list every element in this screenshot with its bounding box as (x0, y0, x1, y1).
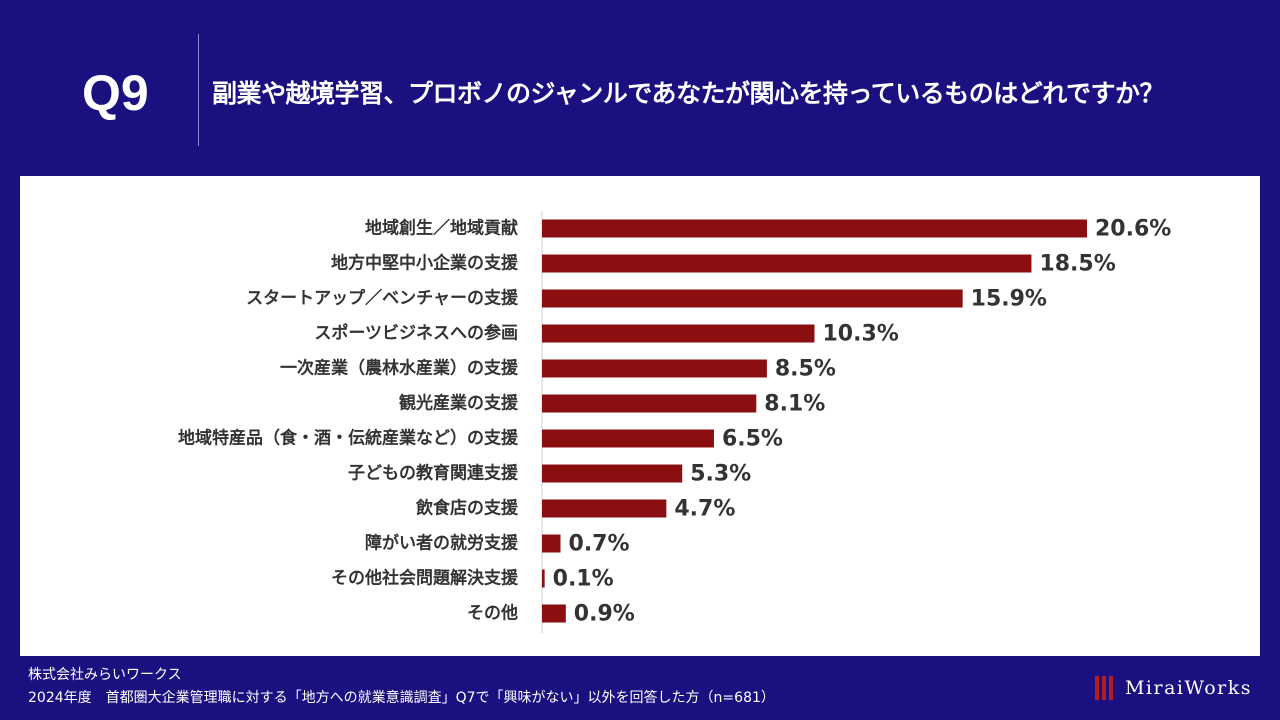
category-label: 地域特産品（食・酒・伝統産業など）の支援 (178, 428, 519, 449)
value-label: 15.9% (971, 287, 1047, 312)
question-number: Q9 (82, 65, 149, 121)
bar (542, 394, 757, 413)
category-label: 障がい者の就労支援 (365, 533, 519, 554)
value-label: 20.6% (1095, 217, 1171, 242)
value-label: 8.1% (764, 392, 825, 417)
bar (542, 569, 545, 588)
value-label: 0.7% (569, 532, 630, 557)
bar (542, 324, 815, 343)
bar (542, 429, 714, 448)
bar (542, 534, 561, 553)
bar (542, 219, 1087, 238)
value-label: 10.3% (823, 322, 899, 347)
logo-text: MiraiWorks (1124, 677, 1252, 699)
bar-chart: 地域創生／地域貢献 20.6% 地方中堅中小企業の支援 18.5% スタートアップ／ベン… (178, 211, 1171, 633)
chart-panel: 地域創生／地域貢献 20.6% 地方中堅中小企業の支援 18.5% スタートアップ／ベン… (20, 176, 1260, 656)
category-label: その他社会問題解決支援 (331, 568, 519, 589)
bar (542, 359, 767, 378)
category-label: その他 (467, 603, 518, 624)
category-label: 地方中堅中小企業の支援 (331, 253, 519, 274)
footer-company: 株式会社みらいワークス (28, 667, 182, 683)
value-label: 0.1% (553, 567, 614, 592)
bar (542, 604, 566, 623)
value-label: 6.5% (722, 427, 783, 452)
value-label: 5.3% (690, 462, 751, 487)
category-label: 子どもの教育関連支援 (348, 463, 519, 484)
bar (542, 499, 667, 518)
category-label: 飲食店の支援 (415, 498, 519, 519)
bar (542, 464, 683, 483)
value-label: 4.7% (674, 497, 735, 522)
logo-bars-icon (1094, 676, 1113, 700)
category-label: スポーツビジネスへの参画 (314, 323, 518, 344)
value-label: 8.5% (775, 357, 836, 382)
category-label: 一次産業（農林水産業）の支援 (280, 358, 519, 379)
category-label: 観光産業の支援 (399, 393, 519, 414)
bar (542, 254, 1032, 273)
category-label: 地域創生／地域貢献 (365, 218, 518, 239)
bar (542, 289, 963, 308)
question-title: 副業や越境学習、プロボノのジャンルであなたが関心を持っているものはどれですか？ (212, 79, 1165, 108)
mirai-works-logo: MiraiWorks (1094, 676, 1252, 700)
category-label: スタートアップ／ベンチャーの支援 (246, 288, 519, 309)
value-label: 0.9% (574, 602, 635, 627)
value-label: 18.5% (1039, 252, 1115, 277)
header-divider (198, 34, 199, 146)
footer-note: 2024年度 首都圏大企業管理職に対する「地方への就業意識調査」Q7で「興味がな… (28, 690, 775, 706)
